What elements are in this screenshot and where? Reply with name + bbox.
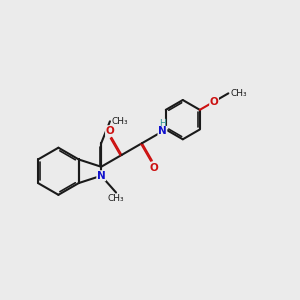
Text: CH₃: CH₃ [108, 194, 124, 203]
Text: H: H [159, 119, 166, 128]
Text: O: O [106, 126, 114, 136]
Text: O: O [149, 163, 158, 172]
Text: CH₃: CH₃ [112, 117, 128, 126]
Text: N: N [158, 126, 167, 136]
Text: CH₃: CH₃ [231, 89, 247, 98]
Text: N: N [97, 171, 106, 181]
Text: O: O [210, 97, 218, 106]
